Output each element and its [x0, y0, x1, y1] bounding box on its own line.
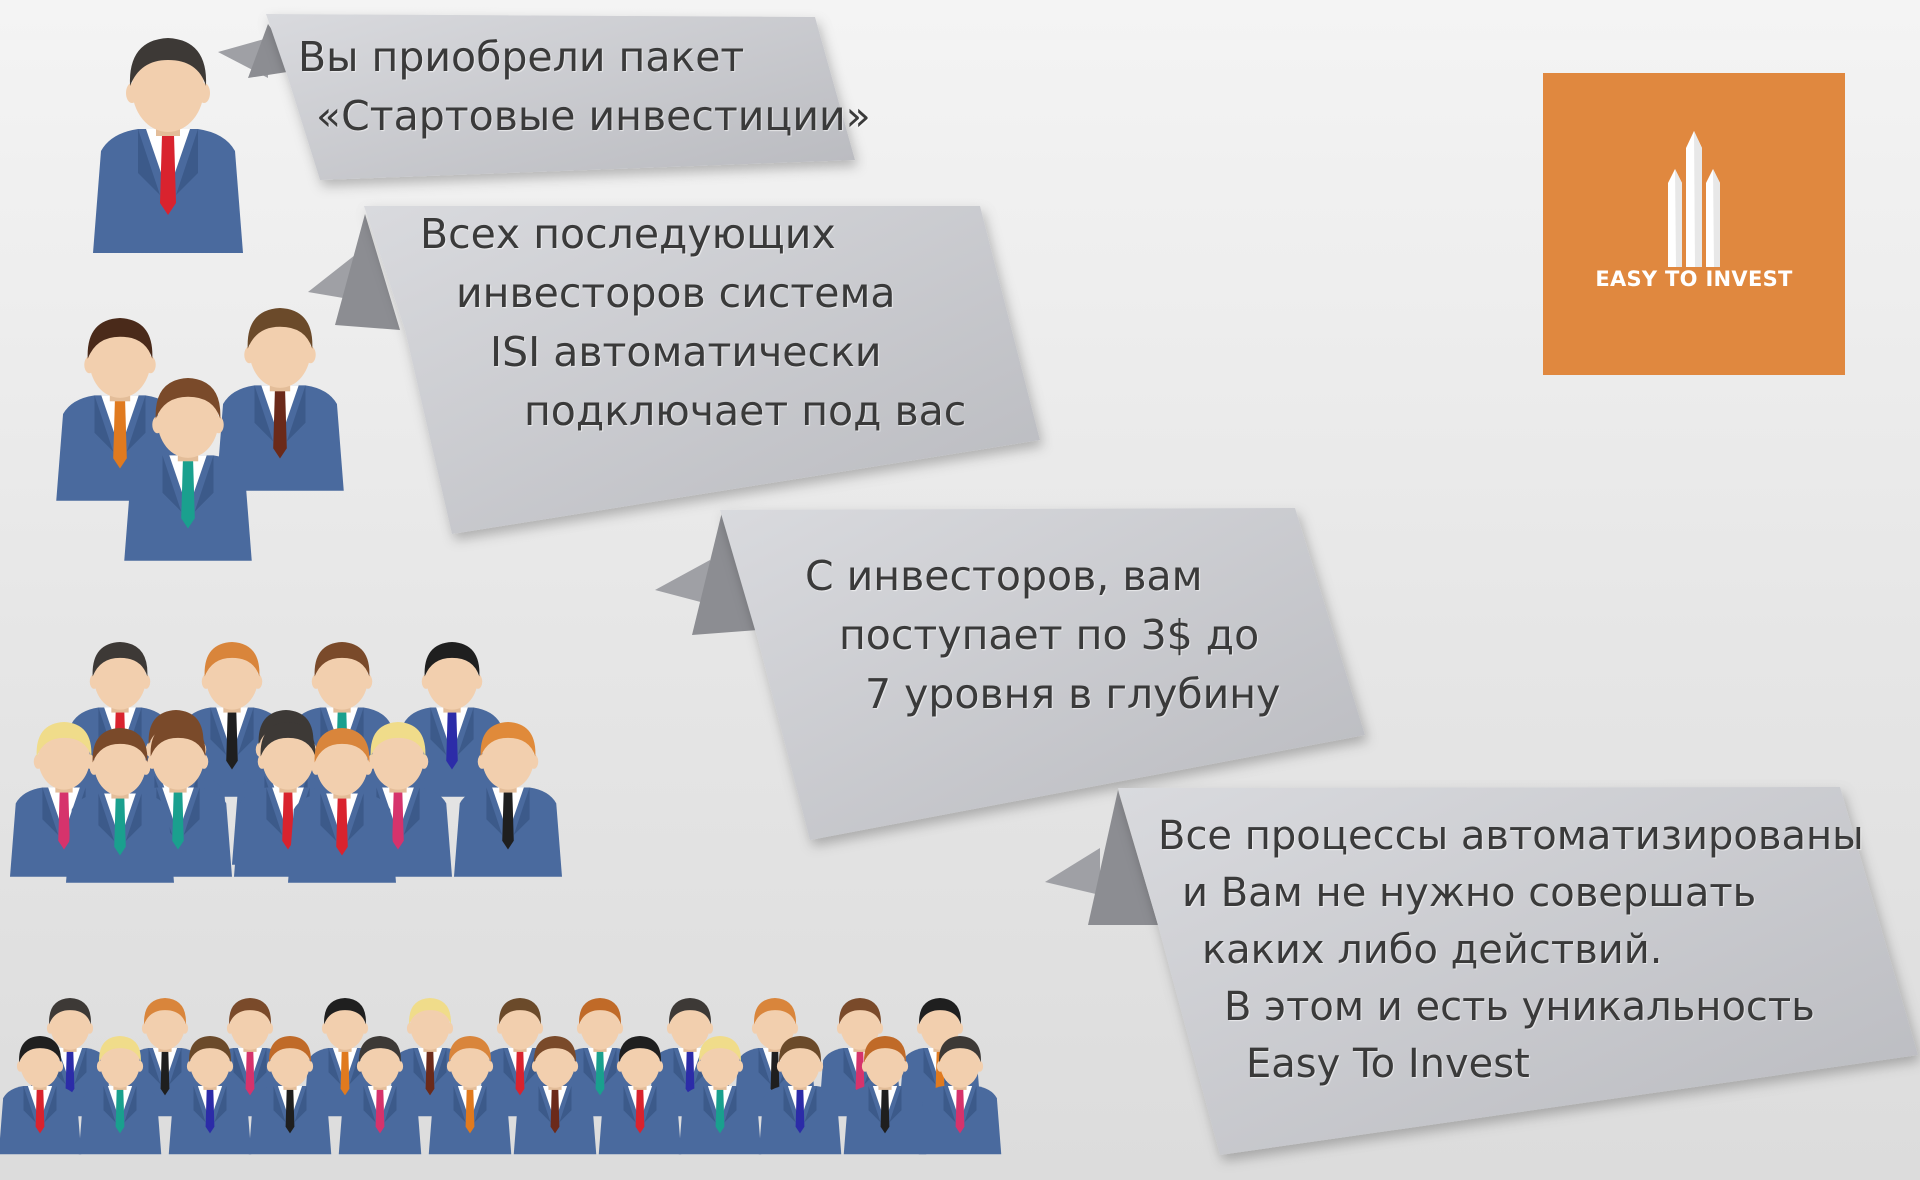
banner-3-line-1: С инвесторов, вам	[805, 552, 1203, 600]
businessman-icon	[208, 998, 292, 1117]
banner-2-line-3: ISI автоматически	[490, 328, 882, 376]
businessman-icon	[66, 728, 174, 883]
banner-4-text: Все процессы автоматизированы и Вам не н…	[1158, 808, 1864, 1093]
businessman-icon	[168, 1036, 252, 1155]
businessman-icon	[843, 1036, 927, 1155]
logo-towers-icon	[1668, 131, 1720, 267]
banner-3-line-3: 7 уровня в глубину	[865, 670, 1281, 718]
banner-4-line-3: каких либо действий.	[1202, 927, 1663, 973]
banner-4-line-2: и Вам не нужно совершать	[1182, 870, 1757, 916]
businessman-icon	[78, 1036, 162, 1155]
businessman-icon	[513, 1036, 597, 1155]
banner-1-line-1: Вы приобрели пакет	[298, 33, 745, 81]
businessman-icon	[288, 728, 396, 883]
businessman-icon	[428, 1036, 512, 1155]
people-layer	[0, 38, 1002, 1155]
businessman-icon	[93, 38, 243, 253]
banner-3-line-2: поступает по 3$ до	[839, 611, 1260, 659]
banner-2-line-2: инвесторов система	[456, 269, 896, 317]
banner-3	[655, 508, 1365, 840]
easy-to-invest-logo: EASY TO INVEST	[1543, 73, 1845, 375]
banner-2-line-4: подключает под вас	[524, 387, 967, 435]
businessman-icon	[454, 722, 562, 877]
banner-1	[218, 14, 855, 180]
businessman-icon	[338, 1036, 422, 1155]
businessman-icon	[0, 1036, 82, 1155]
businessman-icon	[178, 642, 286, 797]
banner-4	[1045, 787, 1918, 1155]
logo-text: EASY TO INVEST	[1595, 267, 1793, 291]
businessman-icon	[918, 1036, 1002, 1155]
businessman-icon	[216, 308, 344, 491]
businessman-icon	[248, 1036, 332, 1155]
banner-4-line-1: Все процессы автоматизированы	[1158, 813, 1864, 859]
banner-4-line-5: Easy To Invest	[1246, 1041, 1530, 1087]
businessman-icon	[598, 1036, 682, 1155]
businessman-icon	[758, 1036, 842, 1155]
banner-2	[308, 206, 1040, 534]
banner-3-text: С инвесторов, вам поступает по 3$ до 7 у…	[805, 547, 1280, 724]
businessman-icon	[678, 1036, 762, 1155]
banner-2-text: Всех последующих инвесторов система ISI …	[420, 205, 966, 441]
businessman-icon	[398, 642, 506, 797]
banner-1-line-2: «Стартовые инвестиции»	[316, 92, 871, 140]
businessman-icon	[124, 378, 252, 561]
banner-2-line-1: Всех последующих	[420, 210, 836, 258]
banner-4-line-4: В этом и есть уникальность	[1224, 984, 1815, 1030]
banner-1-text: Вы приобрели пакет «Стартовые инвестиции…	[298, 28, 871, 146]
